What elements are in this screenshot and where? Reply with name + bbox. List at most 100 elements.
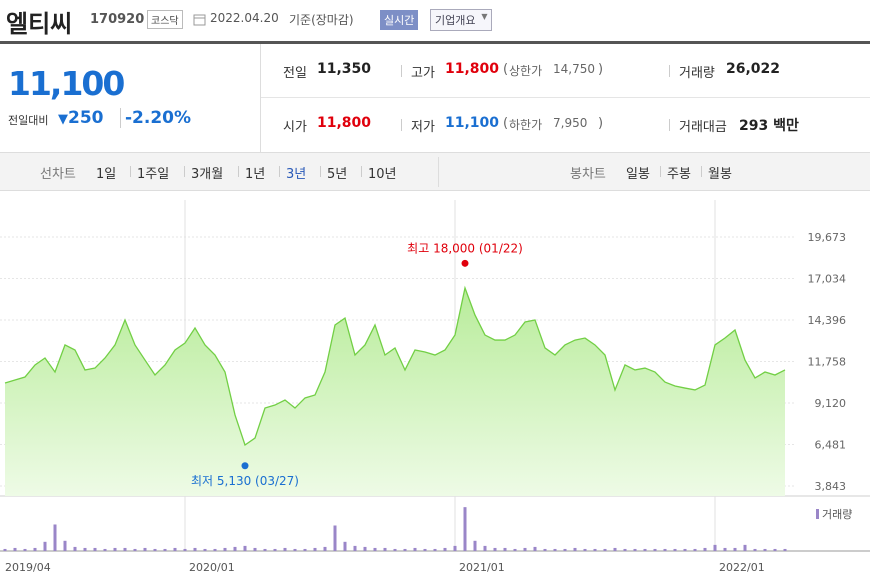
tab-divider (438, 157, 439, 187)
volume-bar (83, 547, 87, 551)
volume-bar (183, 548, 187, 551)
header-rule (0, 41, 870, 44)
tab[interactable]: 주봉 (667, 167, 691, 182)
caret: ▼ (481, 12, 488, 21)
extreme-dot (461, 259, 469, 267)
tab-bar: 선차트 1일 1주일 3개월 1년 3년 5년 10년 봉차트 일봉 주봉 월봉 (0, 153, 870, 191)
volume-bar (613, 547, 617, 551)
volume-bar (123, 547, 127, 551)
stat-label: 거래량 (679, 66, 715, 81)
menu-label: 기업개요 (435, 14, 476, 27)
stat-sub-label: 하한가 (509, 118, 543, 132)
volume-bar (443, 547, 447, 551)
y-tick-label: 19,673 (808, 231, 847, 244)
volume-bar (733, 547, 737, 551)
volume-legend-swatch (816, 509, 819, 519)
change: ▼250 (58, 108, 104, 128)
volume-bar (513, 548, 517, 551)
volume-bar (3, 548, 7, 551)
volume-bar (453, 545, 457, 551)
volume-bar (63, 540, 67, 551)
y-tick-label: 17,034 (808, 273, 847, 286)
volume-bar (393, 548, 397, 551)
volume-bar (463, 507, 467, 551)
stat-paren: ( (503, 62, 509, 77)
volume-bar (163, 548, 167, 551)
volume-bar (143, 547, 147, 551)
y-tick-label: 14,396 (808, 314, 847, 327)
volume-bar (173, 547, 177, 551)
annotation: 최저 5,130 (03/27) (191, 474, 299, 488)
volume-bar (293, 548, 297, 551)
y-tick-label: 3,843 (815, 480, 847, 493)
change-pct: -2.20% (120, 108, 191, 128)
tab-sep (184, 166, 185, 177)
volume-bar (193, 547, 197, 551)
market-badge: 코스닥 (147, 10, 183, 29)
volume-bar (413, 547, 417, 551)
tab-group-label: 봉차트 (570, 167, 606, 182)
tab[interactable]: 3개월 (191, 167, 224, 182)
realtime-badge[interactable]: 실시간 (380, 10, 419, 30)
stat-paren: ( (503, 116, 509, 131)
volume-bar (643, 548, 647, 551)
volume-bar (323, 546, 327, 551)
volume-bar (203, 548, 207, 551)
tab[interactable]: 3년 (286, 167, 307, 182)
volume-bar (233, 546, 237, 551)
annotation: 최고 18,000 (01/22) (407, 241, 523, 255)
x-tick-label: 2020/01 (189, 561, 235, 574)
stats-divider (261, 97, 870, 98)
volume-bar (133, 548, 137, 551)
volume-bar (673, 548, 677, 551)
stat-label: 거래대금 (679, 120, 727, 135)
volume-bar (73, 546, 77, 551)
volume-bar (333, 525, 337, 551)
tab-group-label: 선차트 (40, 167, 76, 182)
volume-bar (303, 548, 307, 551)
volume-bar (213, 548, 217, 551)
tab[interactable]: 일봉 (626, 167, 650, 182)
tab[interactable]: 1일 (96, 167, 117, 182)
stat-value: 11,800 (445, 61, 500, 77)
volume-bar (13, 547, 17, 551)
tab-sep (238, 166, 239, 177)
volume-bar (743, 544, 747, 551)
volume-bar (603, 548, 607, 551)
stat-value: 293 백만 (739, 118, 799, 134)
stat-sub-label: 상한가 (509, 64, 543, 78)
volume-bar (353, 545, 357, 551)
volume-bar (763, 548, 767, 551)
tab-sep (701, 166, 702, 177)
stat-label: 고가 (411, 66, 435, 81)
volume-bar (663, 548, 667, 551)
volume-bar (243, 545, 247, 551)
volume-bar (153, 548, 157, 551)
volume-bar (383, 547, 387, 551)
extreme-dot (241, 462, 249, 470)
tab[interactable]: 1년 (245, 167, 266, 182)
volume-bar (93, 547, 97, 551)
volume-bar (223, 547, 227, 551)
stat-label: 저가 (411, 120, 435, 135)
y-tick-label: 11,758 (808, 356, 847, 369)
volume-bar (523, 547, 527, 551)
volume-bar (43, 541, 47, 551)
tab[interactable]: 월봉 (708, 167, 732, 182)
stat-sep (401, 119, 402, 131)
tab[interactable]: 10년 (368, 167, 397, 182)
change-label: 전일대비 (8, 114, 49, 127)
volume-bar (23, 548, 27, 551)
volume-bar (313, 547, 317, 551)
stat-sep (401, 65, 402, 77)
volume-bar (273, 548, 277, 551)
price-panel: 11,100 전일대비 ▼250 -2.20% (0, 44, 261, 153)
tab[interactable]: 5년 (327, 167, 348, 182)
line (4, 285, 786, 447)
y-tick-label: 9,120 (815, 397, 847, 410)
tab[interactable]: 1주일 (137, 167, 170, 182)
volume-bar (573, 547, 577, 551)
stat-value: 11,100 (445, 115, 500, 131)
company-menu[interactable]: 기업개요 ▼ (430, 9, 493, 31)
